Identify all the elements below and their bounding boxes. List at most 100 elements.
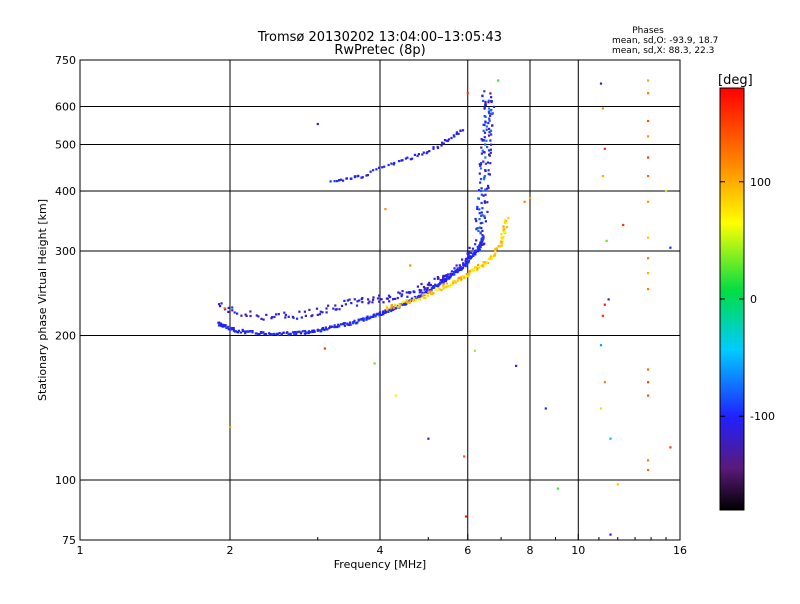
- oblique-trace-point: [390, 162, 393, 165]
- x-trace-point: [429, 290, 432, 293]
- x-trace-point: [405, 301, 408, 304]
- o-trace-upper-point: [318, 313, 321, 316]
- o-trace-lower-point: [380, 313, 383, 316]
- o-cusp-point: [488, 127, 491, 130]
- o-cusp-point: [490, 133, 493, 136]
- o-cusp-point: [482, 99, 485, 102]
- oblique-trace-point: [409, 158, 412, 161]
- o-trace-upper-point: [428, 284, 431, 287]
- o-cusp-point: [484, 100, 487, 103]
- oblique-trace-point: [387, 163, 390, 167]
- o-trace-upper-point: [350, 302, 353, 305]
- o-trace-lower-point: [220, 324, 223, 327]
- o-trace-lower-point: [430, 289, 433, 292]
- o-trace-lower-point: [289, 332, 292, 335]
- o-trace-upper-point: [244, 313, 247, 316]
- oblique-trace-point: [333, 180, 336, 183]
- scatter-point: [515, 364, 518, 367]
- scatter-point: [556, 487, 560, 490]
- o-trace-upper-point: [416, 285, 419, 288]
- y-tick-label: 300: [55, 245, 76, 258]
- o-cusp-point: [484, 188, 487, 191]
- o-trace-upper-point: [284, 313, 287, 317]
- o-cusp-point: [481, 149, 484, 152]
- o-trace-upper-point: [426, 283, 429, 286]
- oblique-trace-point: [372, 169, 375, 172]
- o-trace-upper-point: [343, 299, 346, 302]
- o-cusp-point: [483, 201, 487, 204]
- x-trace-point: [442, 286, 445, 289]
- o-trace-lower-point: [439, 281, 442, 284]
- oblique-trace-point: [453, 135, 456, 138]
- o-cusp-point: [480, 193, 483, 196]
- oblique-trace-point: [413, 153, 416, 156]
- scatter-point: [647, 394, 650, 397]
- o-trace-lower-point: [223, 325, 226, 328]
- o-trace-lower-point: [360, 318, 363, 321]
- x-trace-point: [438, 288, 441, 291]
- o-cusp-point: [476, 227, 479, 230]
- oblique-trace-point: [425, 152, 428, 155]
- scatter-point: [603, 303, 606, 306]
- scatter-point: [647, 381, 650, 384]
- o-trace-lower-point: [448, 277, 451, 280]
- o-trace-lower-point: [389, 309, 393, 313]
- x-trace-point: [421, 295, 424, 298]
- o-trace-upper-point: [367, 298, 370, 301]
- o-trace-lower-point: [307, 330, 310, 333]
- o-trace-upper-point: [315, 307, 319, 310]
- o-trace-lower-point: [376, 312, 379, 315]
- o-trace-lower-point: [280, 332, 283, 335]
- o-trace-upper-point: [275, 313, 278, 316]
- o-trace-upper-point: [325, 307, 328, 310]
- o-trace-lower-point: [478, 247, 481, 250]
- x-trace-point: [465, 275, 468, 278]
- o-trace-upper-point: [217, 303, 221, 306]
- x-trace-point: [502, 229, 505, 232]
- o-cusp-point: [487, 184, 490, 187]
- o-trace-lower-point: [446, 275, 449, 278]
- oblique-trace-point: [404, 157, 407, 160]
- o-trace-upper-point: [236, 312, 239, 315]
- o-trace-upper-point: [462, 262, 465, 265]
- o-cusp-point: [481, 243, 484, 246]
- y-tick-label: 600: [55, 101, 76, 114]
- o-trace-upper-point: [458, 264, 461, 267]
- o-trace-upper-point: [400, 295, 403, 298]
- x-trace-point: [403, 300, 406, 303]
- o-trace-lower-point: [251, 331, 254, 334]
- x-trace-point: [477, 263, 480, 267]
- o-cusp-point: [480, 146, 483, 149]
- o-trace-upper-point: [420, 289, 423, 292]
- o-trace-lower-point: [437, 284, 440, 288]
- x-trace-point: [394, 303, 397, 306]
- o-trace-lower-point: [353, 319, 356, 322]
- o-trace-lower-point: [445, 278, 448, 281]
- o-trace-lower-point: [232, 327, 235, 330]
- o-trace-upper-point: [380, 298, 383, 301]
- o-cusp-point: [484, 220, 487, 223]
- o-cusp-point: [479, 178, 483, 181]
- o-cusp-point: [489, 129, 493, 133]
- o-trace-lower-point: [271, 333, 274, 336]
- o-trace-lower-point: [218, 321, 221, 324]
- o-trace-upper-point: [423, 288, 426, 291]
- scatter-point: [599, 344, 603, 347]
- x-trace-point: [485, 261, 488, 264]
- x-trace-point: [457, 276, 460, 280]
- x-trace-point: [449, 283, 452, 286]
- o-cusp-point: [483, 136, 486, 139]
- scatter-point: [647, 257, 650, 260]
- o-trace-lower-point: [349, 323, 352, 326]
- o-trace-upper-point: [442, 277, 445, 280]
- oblique-trace-point: [340, 178, 343, 181]
- o-cusp-point: [478, 212, 481, 215]
- o-cusp-point: [488, 154, 491, 157]
- o-cusp-point: [488, 119, 491, 122]
- x-trace-point: [460, 278, 463, 281]
- o-cusp-point: [471, 247, 475, 250]
- o-cusp-point: [483, 107, 486, 110]
- scatter-point: [622, 223, 625, 227]
- scatter-point: [605, 239, 608, 242]
